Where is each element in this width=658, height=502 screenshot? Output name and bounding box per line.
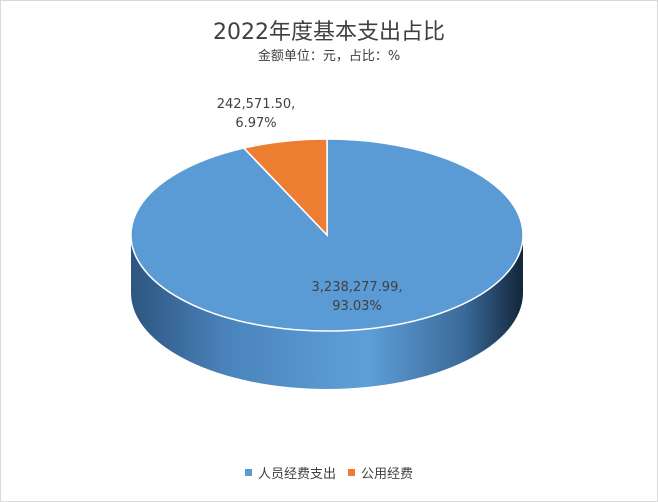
pie-slice-public[interactable]: [242, 138, 328, 237]
data-label-personnel-percent: 93.03%: [332, 299, 382, 314]
data-label-personnel-value: 3,238,277.99,: [312, 280, 403, 295]
chart-title: 2022年度基本支出占比: [213, 20, 445, 45]
legend-label-personnel: 人员经费支出: [257, 467, 336, 482]
legend-swatch-personnel: [244, 469, 252, 476]
legend-item-public[interactable]: 公用经费: [348, 463, 413, 482]
data-label-public-percent: 6.97%: [235, 116, 276, 131]
legend-label-public: 公用经费: [361, 467, 414, 482]
legend: 人员经费支出 公用经费: [0, 463, 658, 482]
data-label-public-value: 242,571.50,: [217, 97, 296, 112]
chart-subtitle: 金额单位：元，占比：%: [257, 49, 401, 64]
pie-side-wall: [131, 235, 523, 389]
legend-swatch-public: [348, 469, 355, 476]
legend-item-personnel[interactable]: 人员经费支出: [244, 463, 336, 482]
